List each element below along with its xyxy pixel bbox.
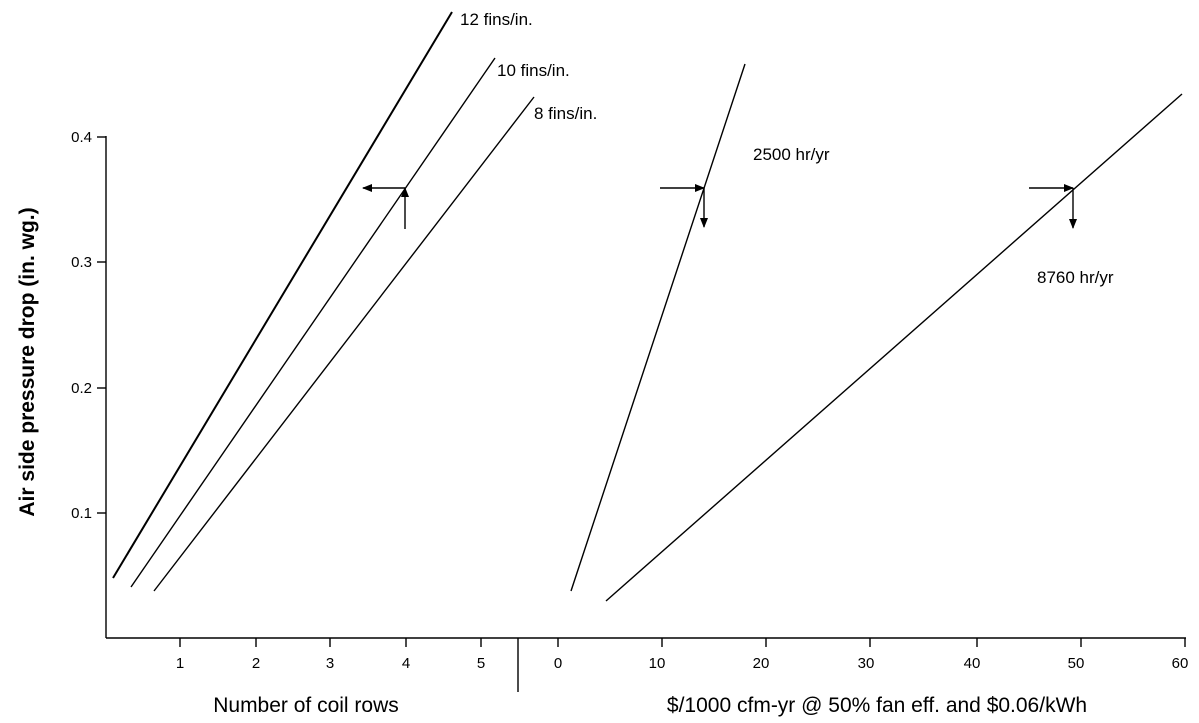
x-tick-label: 20	[753, 655, 770, 672]
x-tick-label: 10	[649, 655, 666, 672]
annotation-arrows	[362, 184, 1077, 229]
left-x-ticks: 1 2 3 4 5	[176, 638, 485, 672]
x-tick-label: 30	[858, 655, 875, 672]
series-label-8760-hr: 8760 hr/yr	[1037, 268, 1114, 287]
x-tick-label: 40	[964, 655, 981, 672]
x-tick-label: 0	[554, 655, 562, 672]
series-line-2500-hr	[570, 63, 746, 592]
y-ticks: 0.1 0.2 0.3 0.4	[71, 129, 106, 522]
y-axis-title: Air side pressure drop (in. wg.)	[16, 207, 39, 516]
series-label-10-fins: 10 fins/in.	[497, 61, 570, 80]
series-line-12-fins	[112, 11, 453, 579]
x-tick-label: 5	[477, 655, 485, 672]
x-tick-label: 3	[326, 655, 334, 672]
y-tick-label: 0.4	[71, 129, 92, 146]
right-x-ticks: 0 10 20 30 40 50 60	[554, 638, 1189, 672]
x-tick-label: 1	[176, 655, 184, 672]
x-tick-label: 2	[252, 655, 260, 672]
series-line-8760-hr	[605, 93, 1183, 602]
y-tick-label: 0.2	[71, 380, 92, 397]
series-label-8-fins: 8 fins/in.	[534, 104, 597, 123]
x-tick-label: 50	[1068, 655, 1085, 672]
left-x-axis-title: Number of coil rows	[213, 694, 399, 717]
x-tick-label: 60	[1172, 655, 1189, 672]
y-tick-label: 0.1	[71, 505, 92, 522]
series-line-10-fins	[130, 57, 496, 588]
y-tick-label: 0.3	[71, 254, 92, 271]
right-x-axis-title: $/1000 cfm-yr @ 50% fan eff. and $0.06/k…	[667, 694, 1087, 717]
x-tick-label: 4	[402, 655, 410, 672]
series-label-12-fins: 12 fins/in.	[460, 10, 533, 29]
series-label-2500-hr: 2500 hr/yr	[753, 145, 830, 164]
series-line-8-fins	[153, 96, 535, 592]
